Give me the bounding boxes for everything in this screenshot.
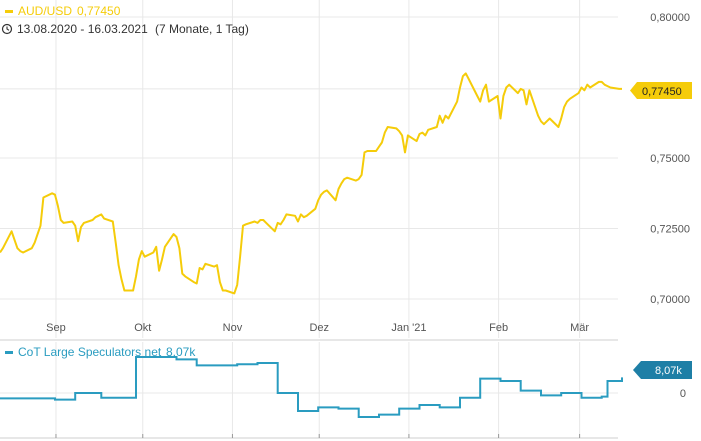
price-legend-value: 0,77450 (77, 4, 121, 18)
cot-legend-value: 8,07k (166, 345, 196, 359)
y-tick-label: 0,70000 (650, 294, 690, 306)
x-tick-label: Dez (309, 322, 329, 334)
price-last-value-badge: 0,77450 (630, 82, 692, 99)
date-range-text: 13.08.2020 - 16.03.2021 (17, 22, 148, 36)
cot-legend-label: CoT Large Speculators net (18, 345, 162, 359)
y-tick-label: 0,75000 (650, 153, 690, 165)
cot-series-line (0, 356, 623, 418)
cot-badge-shape (633, 361, 692, 379)
cot-gridlines (0, 342, 618, 438)
cot-last-value-badge: 8,07k (633, 361, 692, 379)
y-tick-label: 0,72500 (650, 224, 690, 236)
clock-icon (1, 23, 13, 35)
y-tick-label: 0 (680, 388, 686, 400)
y-tick-label: 0,80000 (650, 12, 690, 24)
price-legend-symbol: AUD/USD (18, 4, 72, 18)
cot-legend: CoT Large Speculators net 8,07k (5, 345, 196, 359)
x-axis-ticks: Sep Okt Nov Dez Jan '21 Feb Mär (46, 322, 589, 438)
price-gridlines (0, 0, 618, 338)
x-tick-label: Feb (489, 322, 508, 334)
price-series-line (0, 72, 622, 295)
cot-legend-swatch (5, 351, 13, 354)
x-tick-label: Sep (46, 322, 66, 334)
price-legend: AUD/USD 0,77450 (5, 4, 121, 18)
price-badge-shape (630, 82, 692, 99)
x-tick-label: Jan '21 (391, 322, 426, 334)
cot-badge-label: 8,07k (655, 365, 682, 377)
period-text: (7 Monate, 1 Tag) (155, 22, 249, 36)
x-tick-label: Mär (570, 322, 589, 334)
price-legend-swatch (5, 10, 13, 13)
cot-y-axis-ticks: 0 (680, 388, 686, 400)
price-y-axis-ticks: 0,80000 0,75000 0,72500 0,70000 (650, 12, 690, 306)
price-badge-label: 0,77450 (642, 86, 682, 98)
x-tick-label: Nov (223, 322, 243, 334)
date-range-info: 13.08.2020 - 16.03.2021 (7 Monate, 1 Tag… (1, 22, 249, 36)
x-tick-label: Okt (134, 322, 151, 334)
